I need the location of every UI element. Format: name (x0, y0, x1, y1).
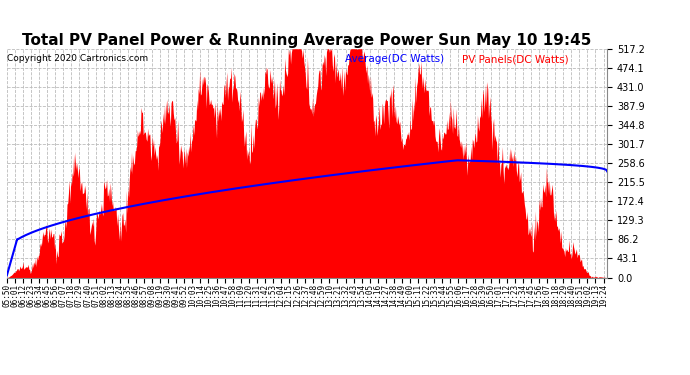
Title: Total PV Panel Power & Running Average Power Sun May 10 19:45: Total PV Panel Power & Running Average P… (22, 33, 592, 48)
Text: Copyright 2020 Cartronics.com: Copyright 2020 Cartronics.com (7, 54, 148, 63)
Text: PV Panels(DC Watts): PV Panels(DC Watts) (462, 54, 569, 64)
Text: Average(DC Watts): Average(DC Watts) (345, 54, 444, 64)
